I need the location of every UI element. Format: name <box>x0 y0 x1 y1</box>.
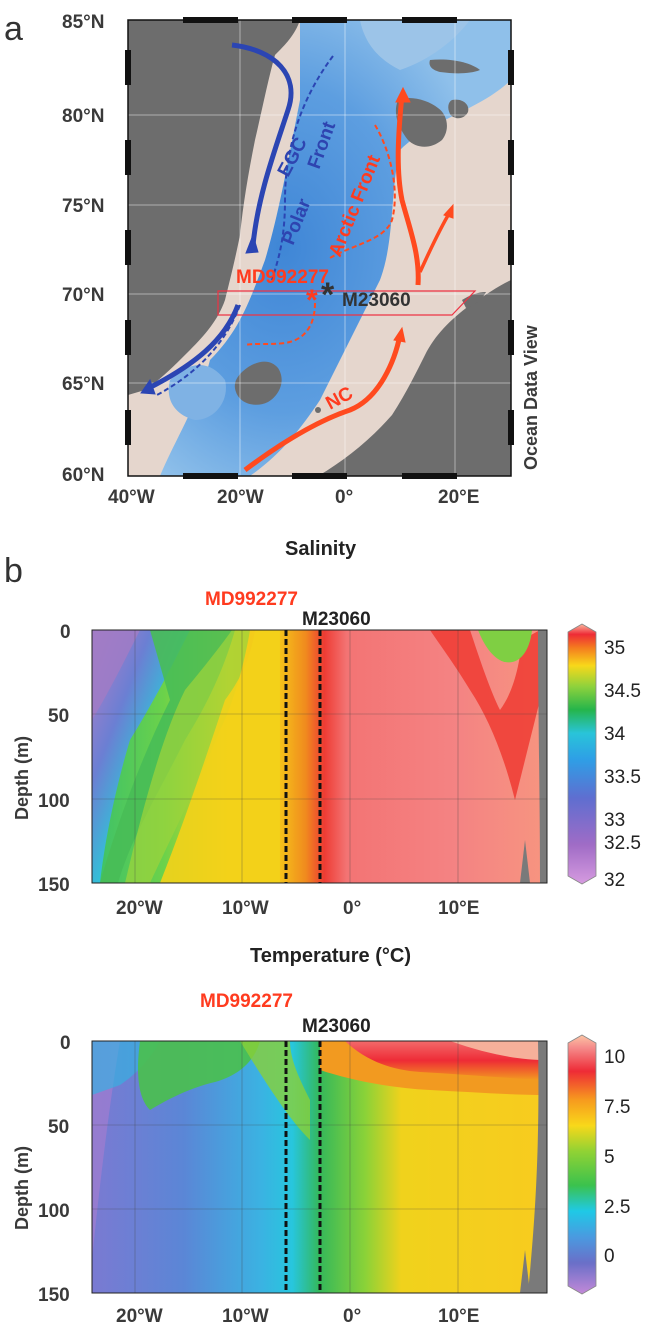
svg-text:33.5: 33.5 <box>604 767 641 788</box>
svg-text:65°N: 65°N <box>62 374 104 395</box>
salinity-xticks: 20°W 10°W 0° 10°E <box>116 898 479 919</box>
salinity-yticks: 0 50 100 150 <box>38 622 71 896</box>
svg-text:60°N: 60°N <box>62 465 104 486</box>
salinity-ylabel: Depth (m) <box>12 736 32 820</box>
svg-text:20°W: 20°W <box>116 898 163 919</box>
md992277-star-marker: * <box>306 284 318 317</box>
land-scandinavia <box>318 280 511 476</box>
nc-arrow <box>243 334 403 473</box>
temperature-label-md992277: MD992277 <box>200 991 293 1012</box>
svg-text:10: 10 <box>604 1047 625 1068</box>
svg-text:50: 50 <box>48 1117 69 1138</box>
map-label-md992277: MD992277 <box>236 267 329 288</box>
land-svalbard <box>395 97 447 147</box>
map-label-m23060: M23060 <box>342 290 411 311</box>
svg-text:10°W: 10°W <box>222 1306 269 1324</box>
svg-text:75°N: 75°N <box>62 196 104 217</box>
map-lat-labels: 85°N 80°N 75°N 70°N 65°N 60°N <box>62 12 104 486</box>
svg-text:0°: 0° <box>343 1306 361 1324</box>
temperature-yticks: 0 50 100 150 <box>38 1033 71 1306</box>
panel-a-label: a <box>4 10 23 48</box>
transect-box <box>217 290 477 316</box>
arctic-front <box>329 124 396 259</box>
temperature-section <box>91 1040 548 1294</box>
temperature-colorbar: 10 7.5 5 2.5 0 <box>567 1034 630 1295</box>
svg-text:20°E: 20°E <box>438 487 479 508</box>
temperature-title: Temperature (°C) <box>250 945 411 967</box>
irminger-basin <box>168 365 226 420</box>
svg-text:2.5: 2.5 <box>604 1197 630 1218</box>
svg-text:150: 150 <box>38 1285 70 1306</box>
salinity-colorbar: 35 34.5 34 33.5 33 32.5 32 <box>567 623 641 891</box>
svg-text:50: 50 <box>48 706 69 727</box>
svg-text:10°E: 10°E <box>438 898 479 919</box>
svg-text:5: 5 <box>604 1147 615 1168</box>
map-lon-labels: 40°W 20°W 0° 20°E <box>108 487 479 508</box>
salinity-section <box>91 629 548 884</box>
svg-text:35: 35 <box>604 638 625 659</box>
egc-arrow-north <box>231 42 294 246</box>
svg-text:40°W: 40°W <box>108 487 155 508</box>
map-gridlines <box>128 20 511 476</box>
ocean-data-view-credit: Ocean Data View <box>521 324 541 470</box>
map-stations: * * MD992277 M23060 <box>236 267 411 317</box>
svg-text:70°N: 70°N <box>62 285 104 306</box>
svg-text:34: 34 <box>604 724 626 745</box>
svg-text:20°W: 20°W <box>116 1306 163 1324</box>
map <box>128 20 511 476</box>
svg-text:100: 100 <box>38 1201 70 1222</box>
polar-front <box>271 55 334 281</box>
arctic-basin <box>360 20 470 70</box>
svg-text:80°N: 80°N <box>62 106 104 127</box>
svg-text:34.5: 34.5 <box>604 681 641 702</box>
cold-currents <box>140 42 334 397</box>
land-greenland <box>128 20 300 395</box>
temperature-xticks: 20°W 10°W 0° 10°E <box>116 1306 479 1324</box>
svg-text:0°: 0° <box>335 487 353 508</box>
svg-text:0: 0 <box>60 1033 71 1054</box>
panel-b-label: b <box>4 552 23 590</box>
temperature-label-m23060: M23060 <box>302 1016 371 1037</box>
deep-ocean <box>160 20 511 476</box>
m23060-star-marker: * <box>321 276 335 314</box>
svg-text:7.5: 7.5 <box>604 1097 630 1118</box>
land-iceland <box>234 361 282 405</box>
svg-text:32.5: 32.5 <box>604 833 641 854</box>
map-border-ticks <box>125 17 514 479</box>
svg-text:0: 0 <box>604 1246 615 1267</box>
svg-text:10°E: 10°E <box>438 1306 479 1324</box>
svg-text:100: 100 <box>38 791 70 812</box>
warm-currents <box>243 86 454 473</box>
temperature-ylabel: Depth (m) <box>12 1146 32 1230</box>
svg-text:20°W: 20°W <box>217 487 264 508</box>
svg-text:32: 32 <box>604 870 625 891</box>
svg-text:85°N: 85°N <box>62 12 104 33</box>
salinity-title: Salinity <box>285 538 357 560</box>
svg-text:0: 0 <box>60 622 71 643</box>
svg-text:33: 33 <box>604 810 625 831</box>
svg-text:10°W: 10°W <box>222 898 269 919</box>
svg-text:150: 150 <box>38 875 70 896</box>
egc-arrow-south <box>143 304 241 393</box>
nac-arrow-north <box>395 94 421 286</box>
salinity-label-md992277: MD992277 <box>205 589 298 610</box>
salinity-label-m23060: M23060 <box>302 609 371 630</box>
svg-text:0°: 0° <box>343 898 361 919</box>
